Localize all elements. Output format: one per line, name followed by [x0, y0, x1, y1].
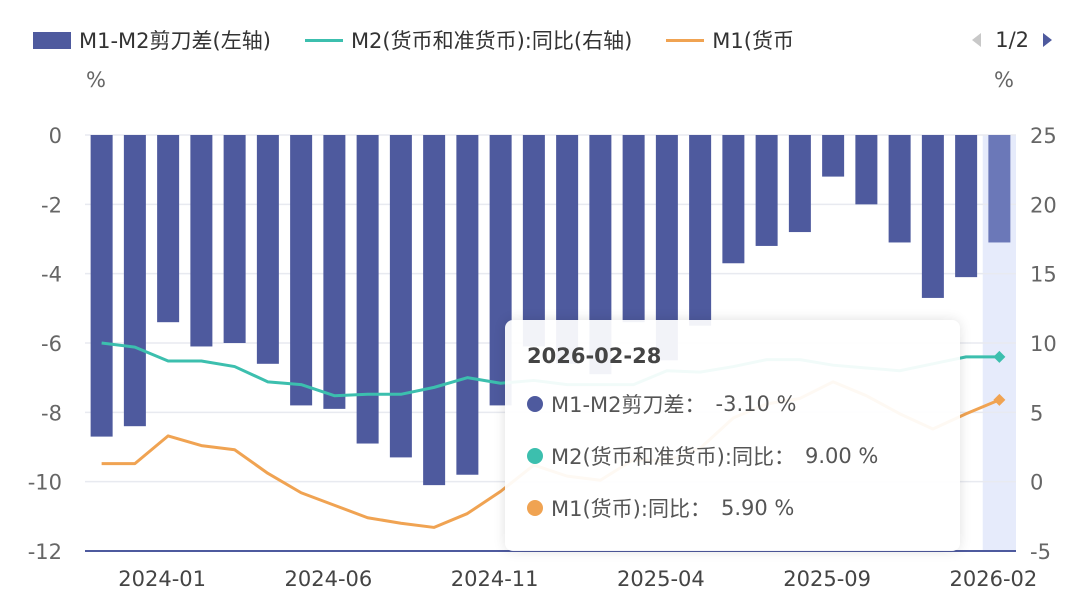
tooltip: 2026-02-28 M1-M2剪刀差： -3.10 % M2(货币和准货币):… — [505, 320, 960, 551]
bar-2026-02 — [988, 135, 1011, 243]
tooltip-row-m2: M2(货币和准货币):同比： 9.00 % — [527, 442, 938, 470]
right-tick-label: 5 — [1030, 401, 1043, 425]
tooltip-title: 2026-02-28 — [527, 344, 662, 368]
x-tick-label: 2024-06 — [285, 567, 373, 591]
left-tick-label: -10 — [28, 471, 62, 495]
x-tick-label: 2026-02 — [950, 567, 1038, 591]
right-tick-label: 10 — [1030, 332, 1057, 356]
bar-2025-01 — [556, 135, 579, 364]
prev-page-icon[interactable] — [972, 33, 982, 47]
bar-2023-12 — [123, 135, 146, 427]
bar-2024-04 — [256, 135, 279, 364]
bar-2025-04 — [655, 135, 678, 361]
x-tick-label: 2025-04 — [617, 567, 705, 591]
bar-2025-05 — [689, 135, 712, 326]
legend-pager: 1/2 — [972, 22, 1052, 58]
left-tick-label: -8 — [41, 401, 62, 425]
bar-2025-10 — [855, 135, 878, 205]
right-tick-label: 20 — [1030, 193, 1057, 217]
tooltip-value: 5.90 % — [720, 496, 795, 520]
right-axis-unit: % — [994, 68, 1014, 92]
bar-2026-01 — [955, 135, 978, 278]
next-page-icon[interactable] — [1043, 33, 1052, 47]
line-swatch-icon — [304, 38, 343, 42]
bar-2024-12 — [522, 135, 545, 347]
bar-2025-08 — [788, 135, 811, 233]
bar-2025-02 — [589, 135, 612, 375]
bar-2025-06 — [722, 135, 745, 264]
legend-label: M1(货币 — [712, 29, 794, 53]
m2-point-diamond-icon — [993, 350, 1006, 363]
series-dot-icon — [527, 396, 543, 412]
bar-2023-11 — [90, 135, 113, 437]
tooltip-value: 9.00 % — [804, 444, 879, 468]
right-tick-label: 0 — [1030, 471, 1043, 495]
left-tick-label: 0 — [49, 124, 62, 148]
bar-2024-06 — [323, 135, 346, 409]
legend-item-m1-m2-spread[interactable]: M1-M2剪刀差(左轴) — [33, 25, 271, 55]
bar-2025-03 — [622, 135, 645, 323]
x-tick-label: 2024-11 — [451, 567, 539, 591]
legend-item-m1[interactable]: M1(货币 — [666, 25, 802, 55]
bar-2024-10 — [456, 135, 479, 475]
m1-point-diamond-icon — [993, 393, 1006, 406]
bar-swatch-icon — [33, 31, 71, 49]
right-tick-label: 25 — [1030, 124, 1057, 148]
series-dot-icon — [527, 448, 543, 464]
left-tick-label: -2 — [41, 193, 62, 217]
bar-2024-02 — [190, 135, 213, 347]
bar-2024-03 — [223, 135, 246, 343]
legend-page-number: 1/2 — [995, 28, 1029, 52]
bar-2024-09 — [423, 135, 446, 486]
legend: M1-M2剪刀差(左轴) M2(货币和准货币):同比(右轴) M1(货币 — [33, 22, 1080, 58]
left-tick-label: -4 — [41, 263, 62, 287]
legend-label: M1-M2剪刀差(左轴) — [79, 29, 271, 53]
bar-2025-11 — [888, 135, 911, 243]
legend-label: M2(货币和准货币):同比(右轴) — [350, 29, 633, 53]
tooltip-row-spread: M1-M2剪刀差： -3.10 % — [527, 390, 938, 418]
left-tick-label: -12 — [28, 540, 62, 564]
left-tick-label: -6 — [41, 332, 62, 356]
bar-2025-09 — [822, 135, 845, 177]
series-dot-icon — [527, 500, 543, 516]
bar-2024-01 — [157, 135, 180, 323]
left-axis-unit: % — [86, 68, 106, 92]
legend-item-m2[interactable]: M2(货币和准货币):同比(右轴) — [304, 25, 633, 55]
bar-2024-08 — [389, 135, 412, 458]
line-swatch-icon — [666, 38, 705, 42]
tooltip-label: M1-M2剪刀差： — [551, 393, 706, 417]
x-tick-label: 2025-09 — [783, 567, 871, 591]
tooltip-value: -3.10 % — [715, 392, 797, 416]
tooltip-row-m1: M1(货币):同比： 5.90 % — [527, 494, 938, 522]
tooltip-label: M2(货币和准货币):同比： — [551, 445, 795, 469]
bar-2025-07 — [755, 135, 778, 246]
bar-2025-12 — [921, 135, 944, 298]
x-tick-label: 2024-01 — [118, 567, 206, 591]
right-tick-label: -5 — [1030, 540, 1051, 564]
tooltip-label: M1(货币):同比： — [551, 497, 711, 521]
bar-2024-07 — [356, 135, 379, 444]
right-tick-label: 15 — [1030, 263, 1057, 287]
bar-2024-05 — [290, 135, 313, 406]
